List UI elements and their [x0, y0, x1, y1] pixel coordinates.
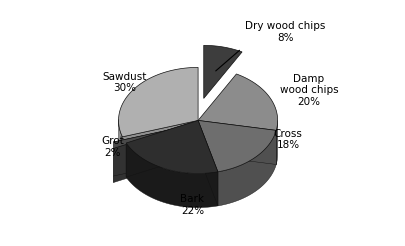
Polygon shape [276, 120, 278, 165]
Polygon shape [119, 119, 122, 171]
Text: Sawdust
30%: Sawdust 30% [102, 72, 147, 93]
Polygon shape [126, 143, 218, 208]
Text: Damp
wood chips
20%: Damp wood chips 20% [279, 74, 338, 107]
Polygon shape [198, 74, 278, 130]
Text: Dry wood chips
8%: Dry wood chips 8% [245, 21, 326, 43]
Text: Cross
18%: Cross 18% [274, 129, 303, 150]
Polygon shape [105, 144, 109, 184]
Polygon shape [204, 46, 242, 98]
Polygon shape [122, 121, 198, 171]
Polygon shape [126, 121, 218, 173]
Polygon shape [105, 127, 181, 178]
Polygon shape [198, 121, 218, 206]
Polygon shape [105, 127, 181, 150]
Text: Grot
2%: Grot 2% [102, 136, 124, 158]
Polygon shape [198, 121, 218, 206]
Polygon shape [198, 121, 276, 165]
Polygon shape [126, 121, 198, 177]
Text: Bark
22%: Bark 22% [180, 194, 205, 216]
Polygon shape [119, 67, 198, 137]
Polygon shape [198, 121, 276, 172]
Polygon shape [109, 127, 181, 184]
Polygon shape [198, 121, 276, 165]
Polygon shape [218, 130, 276, 206]
